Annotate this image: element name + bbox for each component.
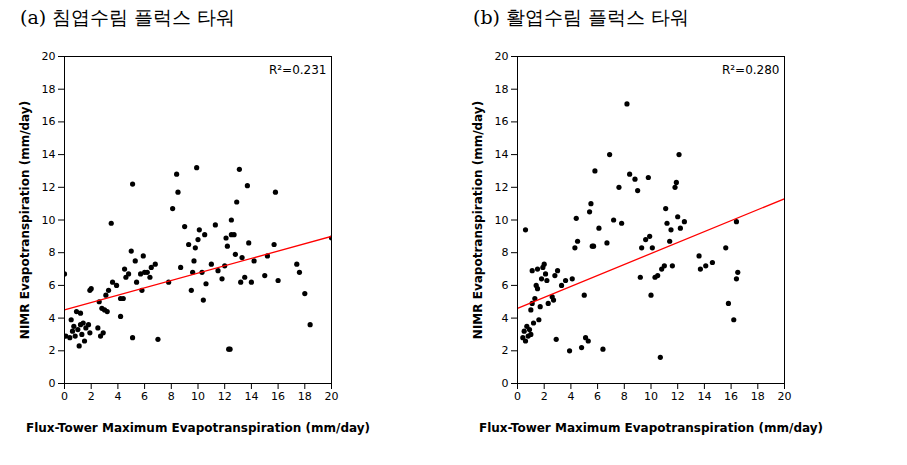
svg-text:8: 8	[502, 246, 509, 259]
svg-text:2: 2	[502, 344, 509, 357]
svg-text:6: 6	[594, 390, 601, 403]
svg-text:12: 12	[495, 181, 509, 194]
svg-text:2: 2	[541, 390, 548, 403]
svg-text:0: 0	[502, 377, 509, 390]
svg-text:4: 4	[49, 312, 56, 325]
svg-text:8: 8	[621, 390, 628, 403]
svg-text:12: 12	[218, 390, 232, 403]
svg-text:10: 10	[191, 390, 205, 403]
svg-text:4: 4	[114, 390, 121, 403]
svg-text:Flux-Tower Maximum Evapotransp: Flux-Tower Maximum Evapotranspiration (m…	[479, 421, 823, 435]
svg-text:18: 18	[495, 83, 509, 96]
svg-text:4: 4	[502, 312, 509, 325]
svg-text:18: 18	[298, 390, 312, 403]
svg-text:R²=0.280: R²=0.280	[722, 63, 780, 77]
svg-text:0: 0	[61, 390, 68, 403]
svg-text:10: 10	[42, 214, 56, 227]
svg-text:8: 8	[168, 390, 175, 403]
svg-text:20: 20	[778, 390, 792, 403]
svg-text:20: 20	[42, 50, 56, 63]
svg-text:NIMR Evapotranspiration (mm/da: NIMR Evapotranspiration (mm/day)	[471, 101, 485, 339]
svg-text:0: 0	[49, 377, 56, 390]
svg-text:6: 6	[49, 279, 56, 292]
svg-text:6: 6	[141, 390, 148, 403]
svg-text:20: 20	[325, 390, 339, 403]
svg-text:14: 14	[495, 148, 509, 161]
svg-text:6: 6	[502, 279, 509, 292]
svg-text:8: 8	[49, 246, 56, 259]
svg-text:14: 14	[42, 148, 56, 161]
svg-text:14: 14	[244, 390, 258, 403]
svg-text:12: 12	[671, 390, 685, 403]
svg-text:10: 10	[495, 214, 509, 227]
svg-text:NIMR Evapotranspiration (mm/da: NIMR Evapotranspiration (mm/day)	[18, 101, 32, 339]
svg-text:18: 18	[751, 390, 765, 403]
svg-text:16: 16	[495, 115, 509, 128]
svg-text:12: 12	[42, 181, 56, 194]
svg-text:R²=0.231: R²=0.231	[269, 63, 327, 77]
svg-text:14: 14	[697, 390, 711, 403]
svg-text:2: 2	[49, 344, 56, 357]
svg-text:2: 2	[88, 390, 95, 403]
svg-text:0: 0	[514, 390, 521, 403]
html-text:(a) 침엽수림 플럭스 타워: (a) 침엽수림 플럭스 타워	[20, 6, 236, 28]
svg-text:4: 4	[567, 390, 574, 403]
svg-text:10: 10	[644, 390, 658, 403]
svg-text:16: 16	[42, 115, 56, 128]
svg-text:18: 18	[42, 83, 56, 96]
svg-text:Flux-Tower Maximum Evapotransp: Flux-Tower Maximum Evapotranspiration (m…	[26, 421, 370, 435]
html-text:(b) 활엽수림 플럭스 타워: (b) 활엽수림 플럭스 타워	[473, 6, 690, 28]
svg-text:20: 20	[495, 50, 509, 63]
svg-text:16: 16	[724, 390, 738, 403]
svg-text:16: 16	[271, 390, 285, 403]
